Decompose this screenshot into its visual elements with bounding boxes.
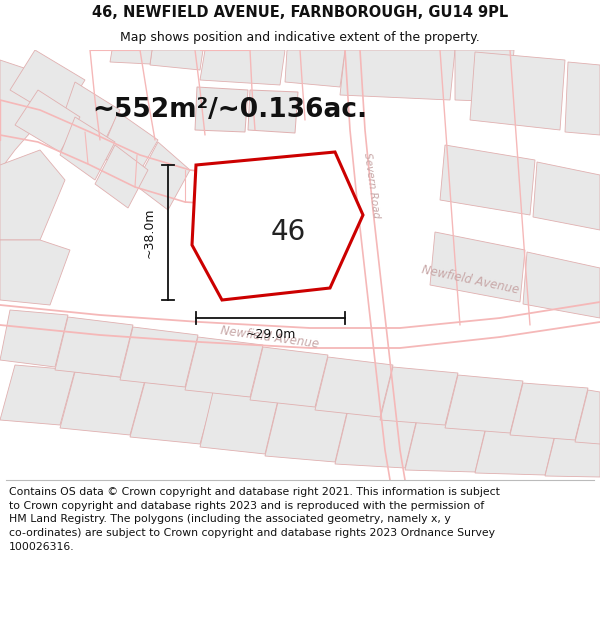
Polygon shape (470, 52, 565, 130)
Polygon shape (55, 317, 133, 377)
Text: ~38.0m: ~38.0m (143, 208, 156, 258)
Polygon shape (200, 392, 278, 454)
Polygon shape (545, 424, 600, 477)
Polygon shape (440, 145, 535, 215)
Polygon shape (475, 420, 558, 475)
Text: Map shows position and indicative extent of the property.: Map shows position and indicative extent… (120, 31, 480, 44)
Polygon shape (200, 50, 285, 85)
Polygon shape (523, 252, 600, 318)
Polygon shape (120, 327, 198, 387)
Polygon shape (315, 357, 393, 417)
Polygon shape (192, 152, 363, 300)
Polygon shape (575, 390, 600, 444)
Polygon shape (0, 150, 65, 240)
Polygon shape (10, 50, 85, 120)
Text: ~29.0m: ~29.0m (245, 328, 296, 341)
Polygon shape (250, 347, 328, 407)
Polygon shape (15, 90, 80, 152)
Polygon shape (100, 112, 158, 180)
Polygon shape (533, 162, 600, 230)
Polygon shape (60, 117, 115, 180)
Polygon shape (445, 375, 523, 433)
Polygon shape (0, 310, 68, 367)
Polygon shape (380, 367, 458, 425)
Polygon shape (510, 383, 588, 440)
Polygon shape (110, 50, 152, 64)
Polygon shape (130, 382, 215, 444)
Polygon shape (285, 50, 345, 87)
Polygon shape (455, 50, 514, 102)
Polygon shape (195, 87, 248, 132)
Polygon shape (0, 60, 50, 170)
Polygon shape (430, 232, 525, 302)
Polygon shape (265, 402, 348, 462)
Polygon shape (340, 50, 455, 100)
Polygon shape (95, 145, 148, 208)
Text: Newfield Avenue: Newfield Avenue (220, 324, 320, 351)
Text: Newfield Avenue: Newfield Avenue (420, 263, 520, 297)
Polygon shape (0, 240, 70, 305)
Polygon shape (335, 410, 418, 468)
Text: 46: 46 (271, 219, 305, 246)
Polygon shape (405, 416, 488, 472)
Polygon shape (60, 372, 145, 435)
Text: Severn Road: Severn Road (362, 151, 382, 219)
Polygon shape (565, 62, 600, 135)
Polygon shape (248, 90, 298, 133)
Polygon shape (60, 82, 120, 150)
Polygon shape (185, 337, 263, 397)
Polygon shape (0, 365, 75, 425)
Text: 46, NEWFIELD AVENUE, FARNBOROUGH, GU14 9PL: 46, NEWFIELD AVENUE, FARNBOROUGH, GU14 9… (92, 5, 508, 20)
Text: Contains OS data © Crown copyright and database right 2021. This information is : Contains OS data © Crown copyright and d… (9, 488, 500, 552)
Polygon shape (150, 50, 203, 70)
Text: ~552m²/~0.136ac.: ~552m²/~0.136ac. (92, 97, 368, 123)
Polygon shape (135, 142, 190, 210)
